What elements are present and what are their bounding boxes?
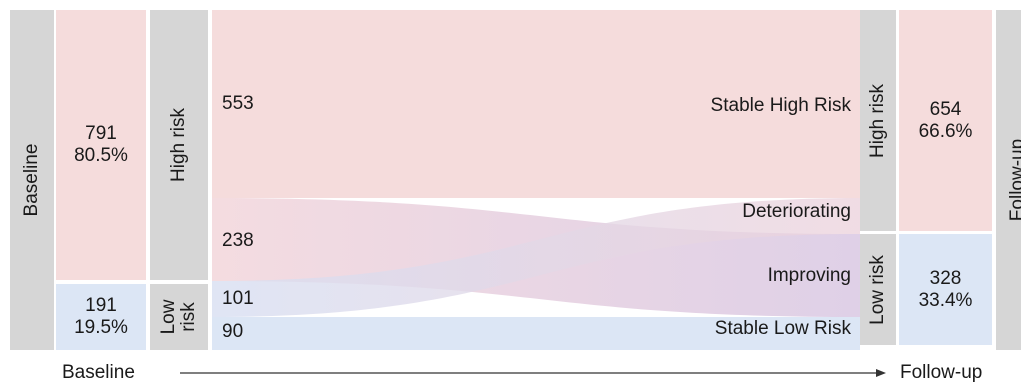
- followup-high-pct: 66.6%: [918, 120, 973, 142]
- flow-deteriorating: [212, 198, 860, 317]
- flow-name-stable-low: Stable Low Risk: [714, 318, 851, 339]
- flow-value-deteriorating: 238: [222, 230, 254, 251]
- flow-value-stable-low: 90: [222, 321, 244, 342]
- followup-high-block: 654 66.6%: [899, 10, 992, 231]
- baseline-low-count: 191: [85, 295, 117, 316]
- followup-low-label: Low risk: [867, 254, 888, 325]
- flow-stable-low: [212, 317, 860, 350]
- followup-low-block: 328 33.4%: [899, 234, 992, 345]
- baseline-high-pct: 80.5%: [74, 145, 128, 166]
- flow-name-deteriorating: Deteriorating: [742, 201, 851, 222]
- followup-high-count: 654: [929, 98, 962, 120]
- axis-right-label: Follow-up: [900, 362, 983, 383]
- baseline-high-label: High risk: [168, 108, 189, 182]
- followup-high-label-block: High risk: [860, 10, 896, 231]
- flow-value-improving: 101: [222, 288, 254, 309]
- baseline-low-pct: 19.5%: [74, 317, 128, 338]
- baseline-high-label-block: High risk: [150, 10, 208, 280]
- baseline-stage-label: Baseline: [21, 143, 42, 217]
- followup-low-label-block: Low risk: [860, 234, 896, 345]
- followup-high-label: High risk: [867, 83, 888, 158]
- flow-value-stable-high: 553: [222, 93, 254, 114]
- flow-name-stable-high: Stable High Risk: [710, 95, 851, 116]
- baseline-low-label-block: Low risk: [150, 284, 208, 350]
- baseline-low-label-line1: Low: [158, 299, 179, 335]
- baseline-low-label-line2: risk: [178, 302, 199, 332]
- flow-stable-high: [212, 10, 860, 198]
- followup-stage-label: Follow-up: [1007, 138, 1021, 222]
- followup-low-count: 328: [929, 267, 962, 289]
- baseline-high-count: 791: [85, 123, 117, 144]
- baseline-high-block: 791 80.5%: [56, 10, 146, 280]
- followup-low-pct: 33.4%: [918, 289, 973, 311]
- baseline-stage-bar: Baseline: [10, 10, 54, 350]
- followup-stage-bar: Follow-up: [996, 10, 1021, 350]
- axis-left-label: Baseline: [62, 362, 135, 383]
- flow-name-improving: Improving: [767, 265, 851, 286]
- baseline-low-block: 191 19.5%: [56, 284, 146, 350]
